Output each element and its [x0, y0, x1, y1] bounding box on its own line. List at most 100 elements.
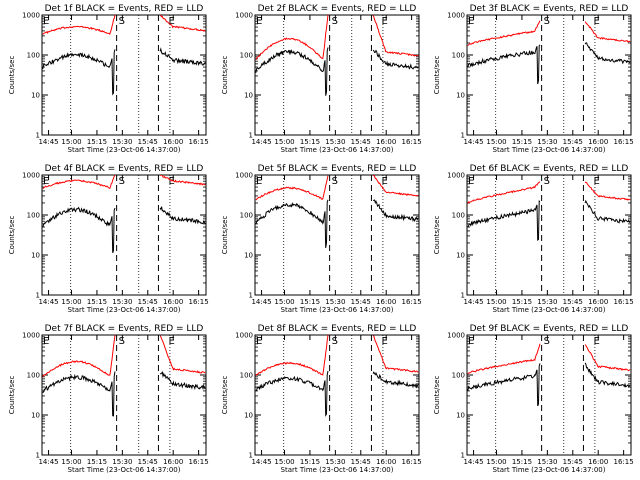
lld-curve-seg2 [159, 335, 206, 374]
y-tick-label: 10 [456, 92, 465, 100]
y-axis-label: Counts/sec [8, 216, 16, 255]
marker-left-letter: E [43, 16, 49, 27]
x-tick-label: 15:30 [325, 138, 345, 146]
events-curve-seg1 [467, 44, 541, 85]
x-tick-label: 15:45 [138, 458, 158, 466]
marker-right-letter: E [593, 176, 599, 187]
y-axis-label: Counts/sec [433, 56, 441, 95]
marker-left-letter: E [256, 336, 262, 347]
lld-curve-seg1 [42, 15, 116, 36]
x-tick-label: 16:00 [163, 458, 183, 466]
curve-group [255, 335, 419, 417]
y-tick-label: 100 [27, 52, 40, 60]
x-tick-label: 15:30 [112, 458, 132, 466]
plot-frame [254, 174, 420, 296]
panel-det-1: Det 1f BLACK = Events, RED = LLD 1 10 100 10… [8, 4, 209, 154]
marker-middle-letter: S [332, 16, 338, 27]
x-tick-label: 15:00 [61, 138, 81, 146]
lld-curve-seg2 [584, 344, 631, 372]
lld-curve-seg2 [584, 181, 631, 201]
lld-curve-seg1 [467, 343, 541, 375]
x-tick-label: 15:45 [563, 458, 583, 466]
x-tick-label: 16:15 [402, 298, 422, 306]
events-curve-seg2 [372, 199, 419, 223]
lld-curve-seg2 [373, 175, 419, 197]
plot-frame [41, 14, 207, 136]
panel-det-2: Det 2f BLACK = Events, RED = LLD 1 10 100 10… [221, 4, 422, 154]
x-tick-label: 16:00 [163, 298, 183, 306]
x-axis-label: Start Time (23-Oct-06 14:37:00) [68, 306, 181, 314]
lld-curve-seg2 [159, 15, 206, 32]
curve-group [255, 15, 419, 96]
x-tick-label: 15:00 [61, 298, 81, 306]
panel-title: Det 4f BLACK = Events, RED = LLD [45, 164, 204, 174]
marker-left-letter: E [468, 176, 474, 187]
y-tick-label: 10 [31, 252, 40, 260]
x-tick-label: 15:45 [138, 298, 158, 306]
y-tick-label: 10 [31, 92, 40, 100]
plot-frame [41, 174, 207, 296]
x-tick-label: 16:15 [402, 138, 422, 146]
lld-curve-seg2 [372, 15, 419, 57]
x-tick-label: 14:45 [251, 298, 271, 306]
marker-left-letter: E [468, 336, 474, 347]
x-tick-label: 16:00 [588, 458, 608, 466]
y-tick-label: 1000 [447, 12, 465, 20]
plot-frame [466, 334, 632, 456]
curve-group [42, 175, 206, 254]
x-axis-label: Start Time (23-Oct-06 14:37:00) [493, 146, 606, 154]
x-tick-label: 16:00 [588, 298, 608, 306]
marker-right-letter: E [381, 336, 387, 347]
y-tick-label: 1 [249, 132, 253, 140]
y-tick-label: 1000 [22, 172, 40, 180]
lld-curve-seg1 [467, 181, 541, 204]
x-tick-label: 15:30 [112, 298, 132, 306]
x-tick-label: 15:15 [300, 458, 320, 466]
x-tick-label: 14:45 [463, 138, 483, 146]
x-tick-label: 16:15 [614, 138, 634, 146]
x-tick-label: 14:45 [463, 458, 483, 466]
x-tick-label: 15:30 [325, 298, 345, 306]
x-tick-label: 15:15 [87, 458, 107, 466]
marker-right-letter: E [168, 336, 174, 347]
events-curve-seg2 [372, 49, 419, 70]
marker-left-letter: E [43, 176, 49, 187]
y-axis-label: Counts/sec [221, 216, 229, 255]
y-tick-label: 1000 [22, 12, 40, 20]
x-tick-label: 15:00 [486, 458, 506, 466]
events-curve-seg1 [467, 363, 541, 407]
x-tick-label: 16:15 [402, 458, 422, 466]
panel-title: Det 9f BLACK = Events, RED = LLD [470, 324, 629, 334]
x-tick-label: 15:15 [300, 298, 320, 306]
marker-right-letter: E [593, 16, 599, 27]
x-tick-label: 14:45 [463, 298, 483, 306]
marker-left-letter: E [256, 16, 262, 27]
x-tick-label: 14:45 [251, 138, 271, 146]
events-curve-seg2 [159, 206, 206, 225]
y-tick-label: 10 [456, 412, 465, 420]
curve-group [467, 181, 631, 241]
x-tick-label: 16:15 [614, 298, 634, 306]
marker-middle-letter: S [332, 176, 338, 187]
panel-title: Det 5f BLACK = Events, RED = LLD [258, 164, 417, 174]
x-tick-label: 15:30 [112, 138, 132, 146]
y-tick-label: 100 [240, 52, 253, 60]
x-tick-label: 15:45 [351, 458, 371, 466]
events-curve-seg1 [42, 371, 116, 417]
plot-frame [466, 174, 632, 296]
x-tick-label: 15:00 [486, 298, 506, 306]
marker-right-letter: E [381, 16, 387, 27]
y-tick-label: 1000 [235, 172, 253, 180]
panel-title: Det 7f BLACK = Events, RED = LLD [45, 324, 204, 334]
panel-det-5: Det 5f BLACK = Events, RED = LLD 1 10 100 10… [221, 164, 422, 314]
y-tick-label: 1 [249, 452, 253, 460]
lld-curve-seg1 [255, 15, 329, 60]
y-tick-label: 1000 [447, 332, 465, 340]
x-tick-label: 15:00 [274, 298, 294, 306]
panel-det-4: Det 4f BLACK = Events, RED = LLD 1 10 100 10… [8, 164, 209, 314]
events-curve-seg2 [159, 47, 206, 67]
x-tick-label: 15:45 [351, 138, 371, 146]
marker-right-letter: E [168, 16, 174, 27]
lld-curve-seg1 [255, 175, 329, 201]
plot-frame [466, 14, 632, 136]
